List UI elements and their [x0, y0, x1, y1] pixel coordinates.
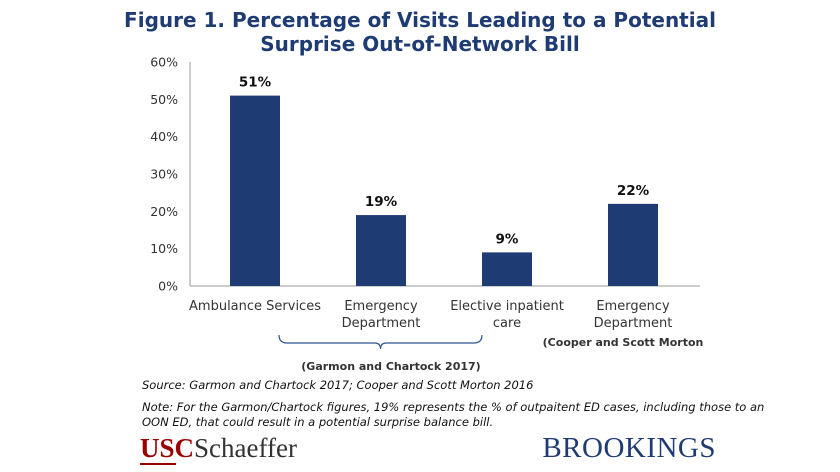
y-tick-label: 0%: [158, 279, 178, 294]
x-category-label: Elective inpatient: [450, 299, 564, 314]
usc-logo-underline: [140, 463, 176, 465]
group-brace: [278, 334, 483, 350]
usc-logo-part2: Schaeffer: [194, 433, 297, 463]
x-category-label: Department: [594, 316, 673, 331]
bar-value-label: 22%: [617, 183, 650, 199]
note-line-1: Note: For the Garmon/Chartock figures, 1…: [142, 400, 765, 414]
bar-chart: 0% 10% 20% 30% 40% 50% 60% 51% Ambulance Service…: [150, 55, 704, 374]
y-tick-label: 60%: [150, 55, 178, 70]
group-annotation-garmon: (Garmon and Chartock 2017): [301, 360, 480, 373]
y-tick-label: 40%: [150, 129, 178, 144]
bar: [356, 215, 406, 286]
usc-schaeffer-logo: USCSchaeffer: [140, 432, 297, 464]
bar: [482, 252, 532, 286]
y-tick-label: 30%: [150, 167, 178, 182]
bar: [608, 203, 658, 286]
group-annotation-cooper: (Cooper and Scott Morton: [543, 336, 704, 349]
y-tick-label: 10%: [150, 241, 178, 256]
bar-value-label: 9%: [496, 231, 519, 247]
bar: [230, 95, 280, 286]
note-line-2: OON ED, that could result in a potential…: [142, 415, 494, 429]
y-tick-label: 50%: [150, 92, 178, 107]
bar-value-label: 19%: [365, 194, 398, 210]
x-category-label: Emergency: [344, 299, 418, 314]
brookings-logo: BROOKINGS: [542, 432, 716, 464]
x-category-label: care: [493, 316, 521, 331]
source-note: Source: Garmon and Chartock 2017; Cooper…: [142, 378, 534, 392]
x-category-label: Emergency: [596, 299, 670, 314]
x-category-label: Department: [342, 316, 421, 331]
y-tick-label: 20%: [150, 204, 178, 219]
bar-value-label: 51%: [239, 75, 272, 91]
chart-title-line2: Surprise Out-of-Network Bill: [260, 32, 580, 56]
usc-logo-part1: USC: [140, 433, 195, 463]
x-category-label: Ambulance Services: [189, 299, 321, 314]
chart-title-line1: Figure 1. Percentage of Visits Leading t…: [124, 8, 716, 32]
